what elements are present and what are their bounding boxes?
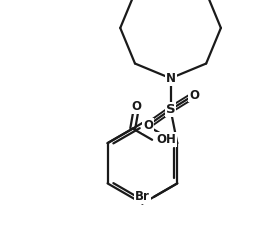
Text: O: O <box>132 100 142 113</box>
Text: Br: Br <box>135 190 150 203</box>
Text: N: N <box>166 72 176 85</box>
Text: S: S <box>166 103 175 116</box>
Text: N: N <box>166 72 176 85</box>
Text: OH: OH <box>157 133 176 146</box>
Text: O: O <box>143 119 153 132</box>
Text: O: O <box>189 89 199 102</box>
